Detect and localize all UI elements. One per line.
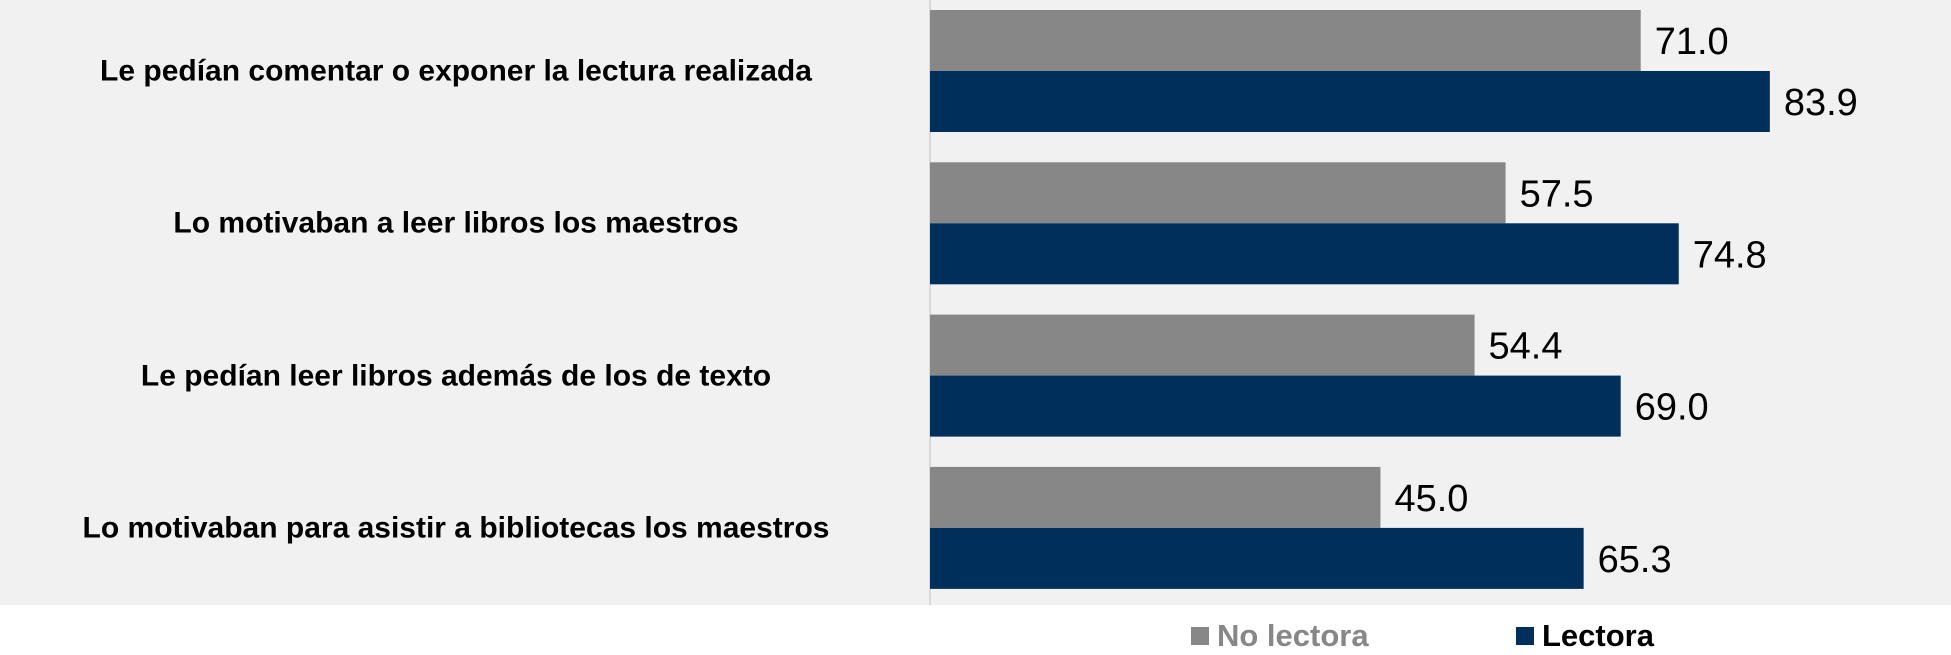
bar-lectora bbox=[930, 71, 1770, 132]
legend-label-no-lectora: No lectora bbox=[1217, 618, 1369, 653]
category-label: Lo motivaban para asistir a bibliotecas … bbox=[82, 511, 830, 545]
bar-no-lectora bbox=[930, 314, 1475, 376]
data-label-lectora: 74.8 bbox=[1693, 234, 1767, 276]
legend-swatch-no-lectora bbox=[1191, 626, 1209, 645]
legend-item-no-lectora: No lectora bbox=[1191, 616, 1369, 655]
data-label-no-lectora: 54.4 bbox=[1489, 326, 1563, 368]
bar-lectora bbox=[930, 223, 1679, 285]
category-label: Le pedían comentar o exponer la lectura … bbox=[100, 54, 812, 88]
legend-swatch-lectora bbox=[1516, 626, 1534, 645]
legend-item-lectora: Lectora bbox=[1516, 616, 1654, 655]
data-label-no-lectora: 57.5 bbox=[1520, 173, 1594, 215]
bar-lectora bbox=[930, 375, 1621, 437]
legend-label-lectora: Lectora bbox=[1542, 618, 1654, 653]
data-label-no-lectora: 45.0 bbox=[1394, 478, 1468, 520]
bar-lectora bbox=[930, 527, 1584, 589]
bar-chart: 71.0 83.9 57.5 74.8 54.4 69.0 45.0 65.3 bbox=[929, 0, 1858, 605]
data-label-lectora: 69.0 bbox=[1635, 387, 1709, 429]
bar-no-lectora bbox=[930, 466, 1381, 528]
data-label-no-lectora: 71.0 bbox=[1655, 21, 1729, 63]
data-label-lectora: 83.9 bbox=[1784, 82, 1858, 124]
category-label: Le pedían leer libros además de los de t… bbox=[140, 359, 772, 393]
legend: No lectora Lectora bbox=[0, 616, 1951, 655]
bar-no-lectora bbox=[930, 10, 1641, 71]
category-label: Lo motivaban a leer libros los maestros bbox=[173, 206, 739, 240]
bar-no-lectora bbox=[930, 162, 1506, 224]
data-label-lectora: 65.3 bbox=[1598, 539, 1672, 581]
